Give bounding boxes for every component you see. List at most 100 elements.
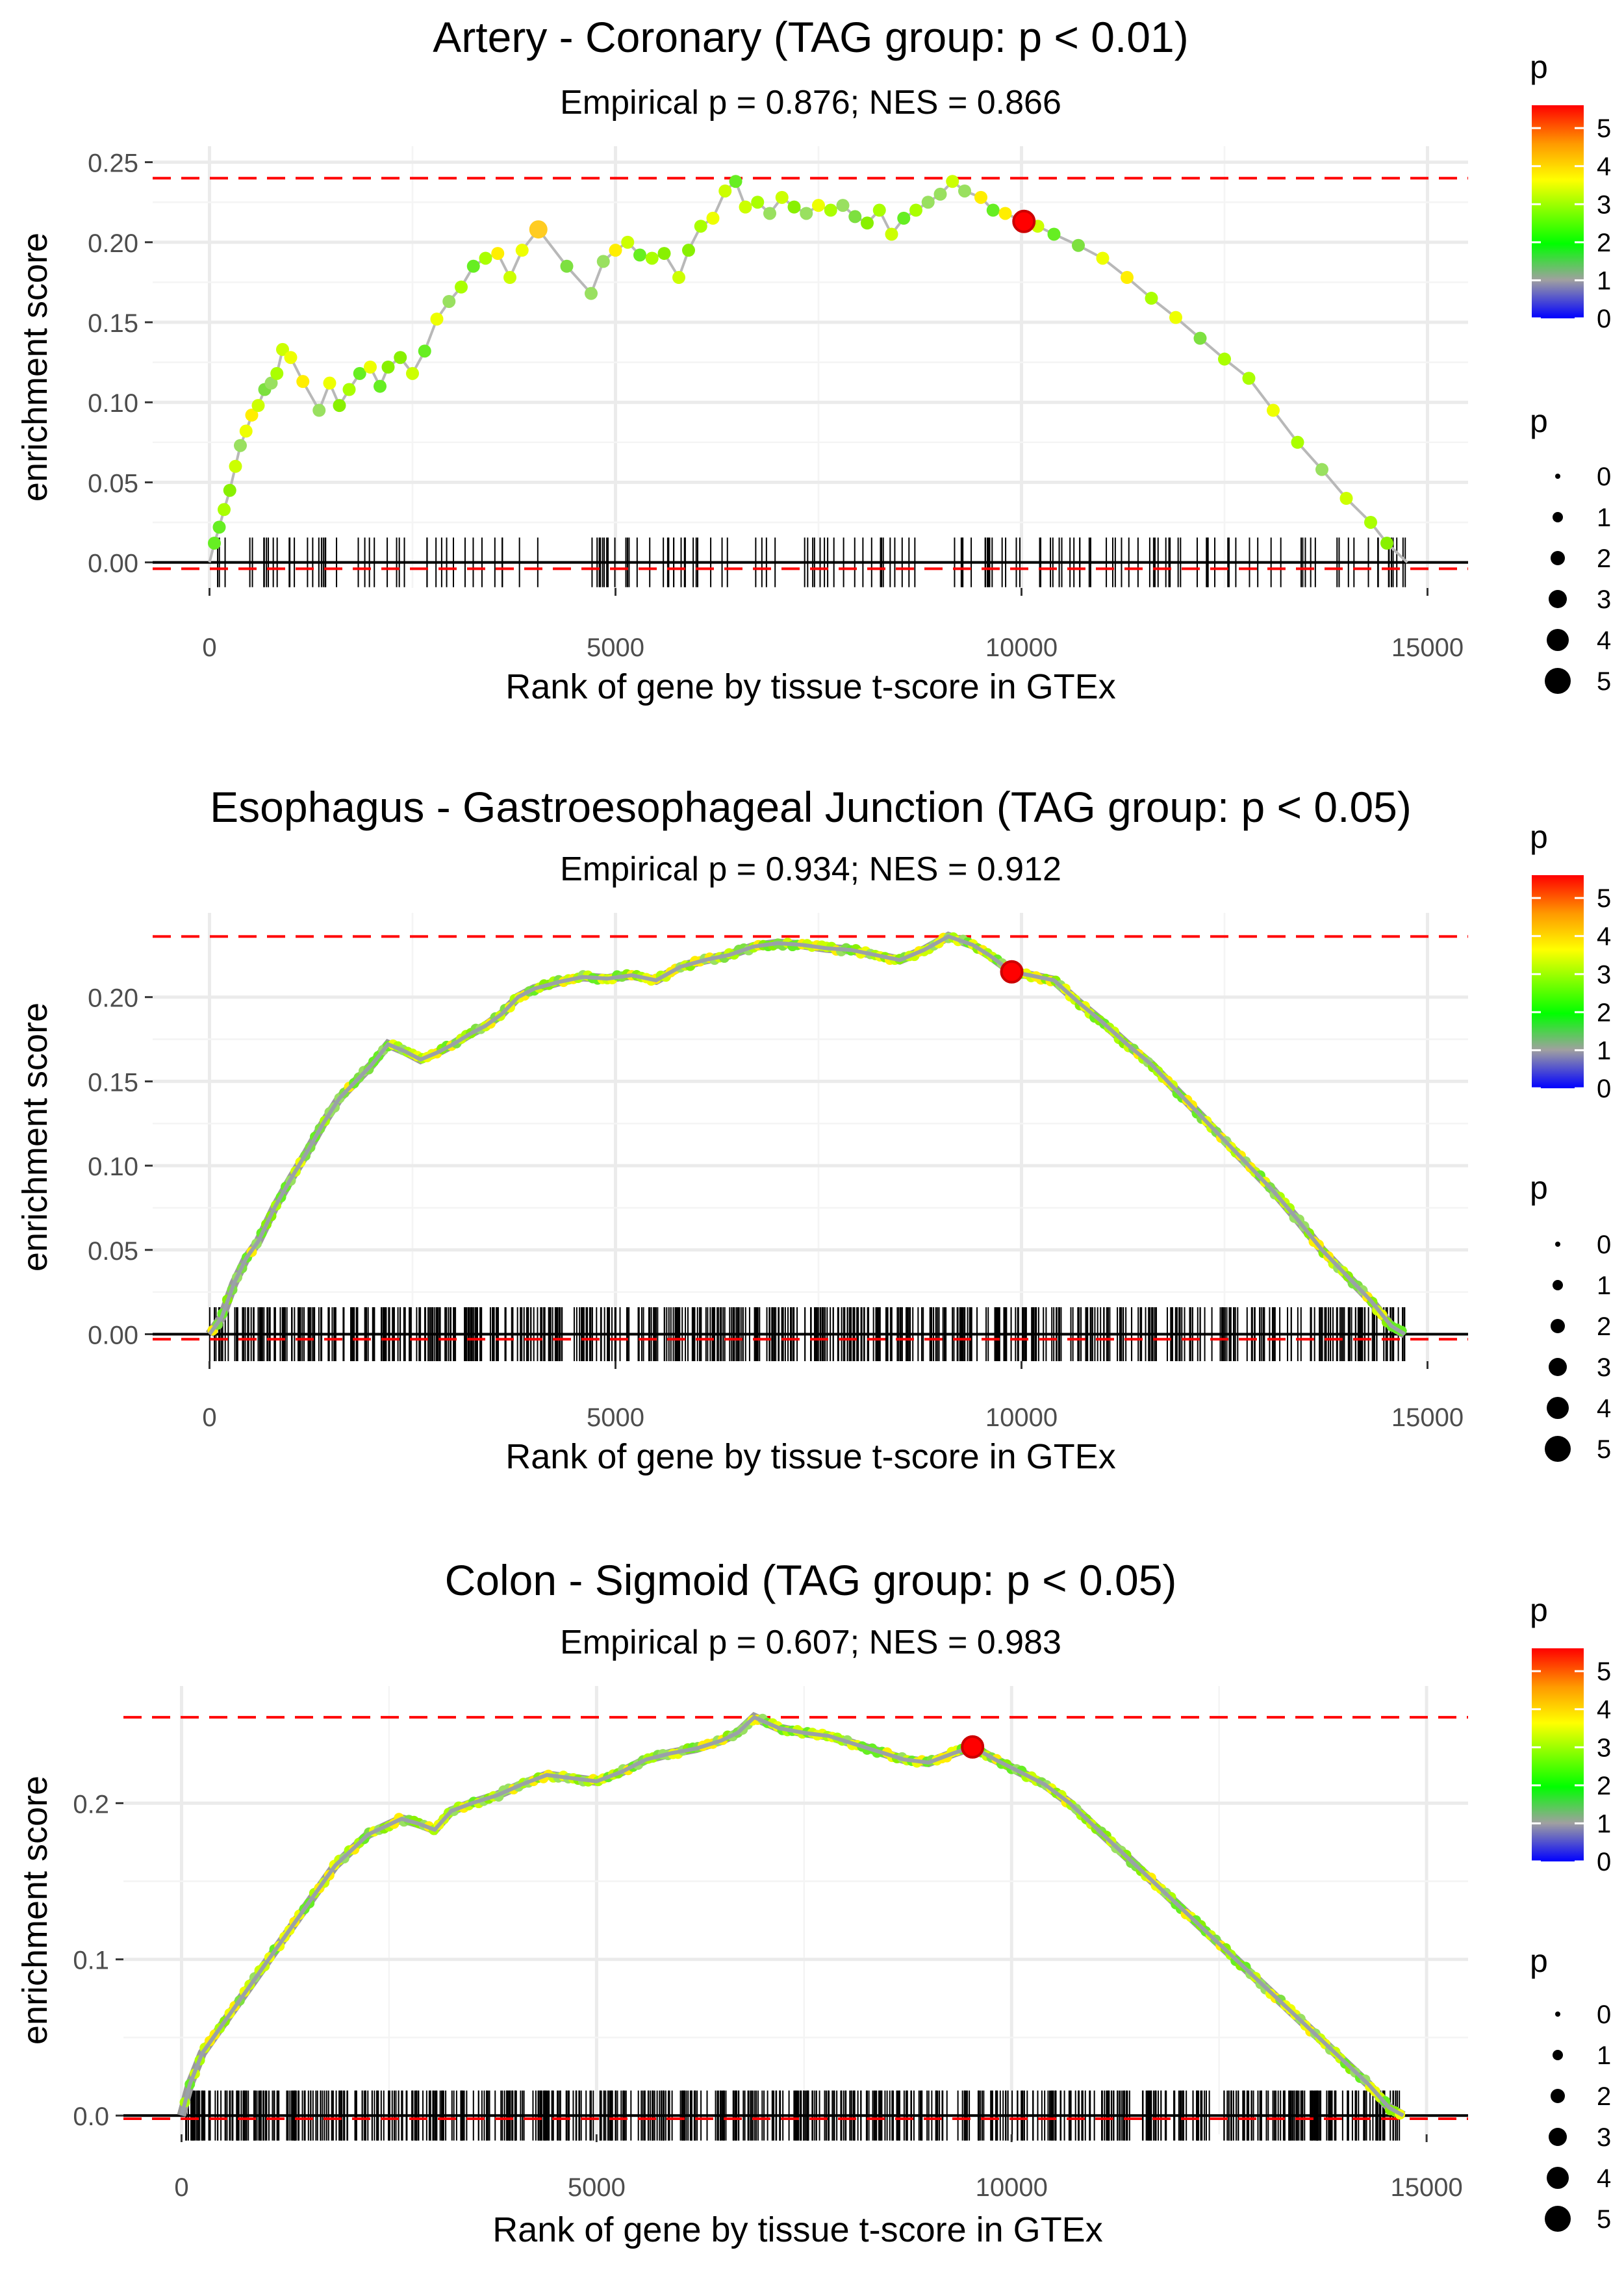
- es-point: [621, 235, 635, 249]
- x-tick-label: 0: [174, 2173, 188, 2202]
- y-tick-label: 0.00: [88, 1321, 138, 1349]
- size-legend-label: 3: [1597, 1353, 1611, 1382]
- es-point: [958, 184, 971, 198]
- y-tick-label: 0.05: [88, 469, 138, 498]
- es-point: [515, 244, 529, 257]
- es-point: [1291, 435, 1304, 449]
- size-legend-dot: [1545, 1436, 1571, 1462]
- x-tick-label: 0: [202, 633, 216, 662]
- es-point: [296, 375, 310, 389]
- es-point: [1380, 537, 1393, 550]
- es-point: [1267, 403, 1280, 417]
- es-point: [1315, 463, 1328, 476]
- colorbar-label: 5: [1597, 114, 1611, 143]
- es-point: [364, 361, 377, 374]
- size-legend-dot: [1545, 2206, 1571, 2232]
- es-point: [609, 244, 622, 257]
- y-tick-label: 0.20: [88, 229, 138, 258]
- es-point: [491, 247, 505, 261]
- es-point: [1121, 271, 1134, 285]
- es-point: [264, 376, 278, 390]
- x-tick-label: 10000: [985, 633, 1058, 662]
- es-point: [921, 196, 935, 209]
- x-axis-label: Rank of gene by tissue t-score in GTEx: [492, 2210, 1102, 2249]
- es-point: [1096, 251, 1110, 265]
- chart-title: Esophagus - Gastroesophageal Junction (T…: [210, 783, 1412, 831]
- colorbar-label: 4: [1597, 923, 1611, 951]
- x-tick-label: 15000: [1390, 2173, 1462, 2202]
- x-axis-label: Rank of gene by tissue t-score in GTEx: [505, 667, 1115, 706]
- y-tick-label: 0.10: [88, 1153, 138, 1181]
- color-legend: p 5 4 3 2 1 0: [1530, 819, 1611, 1103]
- size-legend-label: 0: [1597, 463, 1611, 491]
- color-legend-title: p: [1530, 819, 1548, 855]
- size-legend-dot: [1551, 1319, 1565, 1333]
- es-point: [775, 190, 789, 204]
- es-point: [672, 271, 685, 285]
- es-point: [897, 211, 911, 225]
- es-point: [1145, 292, 1158, 305]
- es-point: [872, 203, 886, 217]
- size-legend-label: 2: [1597, 544, 1611, 573]
- colorbar-label: 1: [1597, 266, 1611, 295]
- highlight-point: [1000, 960, 1024, 984]
- size-legend-title: p: [1530, 403, 1548, 439]
- size-legend-dot: [1555, 2012, 1560, 2017]
- es-point: [657, 247, 671, 261]
- es-point: [848, 210, 862, 224]
- es-point: [503, 271, 516, 285]
- es-point: [529, 220, 548, 239]
- es-point: [466, 259, 480, 273]
- highlight-point: [961, 1735, 985, 1759]
- colorbar-label: 5: [1597, 1657, 1611, 1686]
- size-legend-dot: [1549, 2128, 1567, 2146]
- size-legend: p 0 1 2 3 4 5: [1530, 403, 1611, 696]
- es-point: [585, 287, 598, 300]
- chart-subtitle: Empirical p = 0.934; NES = 0.912: [560, 850, 1061, 888]
- plot-area: [153, 913, 1468, 1361]
- colorbar-label: 2: [1597, 229, 1611, 257]
- es-point: [1242, 372, 1256, 385]
- es-point: [381, 361, 395, 374]
- size-legend-dot: [1551, 2089, 1565, 2103]
- size-legend-label: 5: [1597, 2205, 1611, 2234]
- es-point: [323, 376, 336, 390]
- es-point: [239, 424, 253, 438]
- color-legend-title: p: [1530, 49, 1548, 85]
- es-point: [909, 203, 922, 217]
- enrichment-curve-overlay: [179, 1715, 1404, 2117]
- x-tick-label: 10000: [985, 1403, 1058, 1432]
- es-point: [208, 537, 221, 550]
- colorbar-label: 4: [1597, 153, 1611, 181]
- x-tick-label: 15000: [1391, 633, 1464, 662]
- es-point: [836, 199, 850, 212]
- panel-1: Artery - Coronary (TAG group: p < 0.01) …: [16, 13, 1611, 706]
- es-point: [270, 366, 284, 380]
- size-legend-label: 1: [1597, 1271, 1611, 1300]
- colorbar-label: 0: [1597, 1848, 1611, 1876]
- es-point: [1047, 227, 1061, 241]
- color-legend: p 5 4 3 2 1 0: [1530, 1592, 1611, 1876]
- es-point: [718, 184, 732, 198]
- enrichment-curve-overlay: [208, 934, 1406, 1336]
- y-tick-label: 0.25: [88, 149, 138, 178]
- highlight-point: [1012, 209, 1036, 233]
- x-tick-label: 5000: [587, 1403, 644, 1432]
- color-legend: p 5 4 3 2 1 0: [1530, 49, 1611, 333]
- size-legend-label: 5: [1597, 667, 1611, 696]
- es-point: [212, 520, 226, 534]
- es-point: [560, 259, 574, 273]
- es-point: [455, 280, 468, 294]
- es-point: [312, 403, 326, 417]
- y-axis-label: enrichment score: [16, 233, 55, 502]
- colorbar-label: 1: [1597, 1036, 1611, 1065]
- size-legend-dot: [1549, 1358, 1567, 1376]
- es-point: [245, 408, 259, 422]
- y-axis-label: enrichment score: [16, 1003, 55, 1271]
- size-legend-label: 4: [1597, 1394, 1611, 1423]
- es-point: [430, 313, 444, 326]
- es-point: [418, 344, 431, 358]
- chart-subtitle: Empirical p = 0.876; NES = 0.866: [560, 84, 1061, 121]
- y-tick-label: 0.15: [88, 1068, 138, 1097]
- colorbar-label: 0: [1597, 1075, 1611, 1103]
